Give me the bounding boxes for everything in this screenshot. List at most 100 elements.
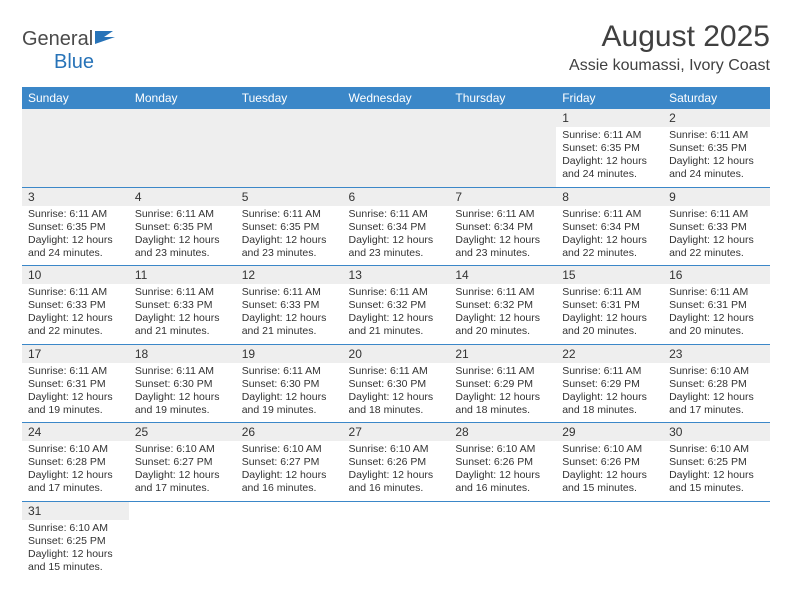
calendar-day-cell: 9Sunrise: 6:11 AMSunset: 6:33 PMDaylight…: [663, 187, 770, 266]
sunrise-line: Sunrise: 6:11 AM: [562, 208, 657, 221]
calendar-empty-cell: [236, 501, 343, 579]
sunset-line: Sunset: 6:27 PM: [135, 456, 230, 469]
calendar-day-cell: 15Sunrise: 6:11 AMSunset: 6:31 PMDayligh…: [556, 266, 663, 345]
day-number: 6: [343, 188, 450, 206]
day-number: 16: [663, 266, 770, 284]
sunrise-line: Sunrise: 6:10 AM: [28, 522, 123, 535]
calendar-day-cell: 19Sunrise: 6:11 AMSunset: 6:30 PMDayligh…: [236, 344, 343, 423]
sunrise-line: Sunrise: 6:11 AM: [562, 129, 657, 142]
sunrise-line: Sunrise: 6:11 AM: [669, 286, 764, 299]
calendar-day-cell: 23Sunrise: 6:10 AMSunset: 6:28 PMDayligh…: [663, 344, 770, 423]
sunset-line: Sunset: 6:30 PM: [135, 378, 230, 391]
weekday-header: Thursday: [449, 87, 556, 109]
calendar-table: SundayMondayTuesdayWednesdayThursdayFrid…: [22, 87, 770, 579]
day-number: 26: [236, 423, 343, 441]
day-number: 3: [22, 188, 129, 206]
day-number: 12: [236, 266, 343, 284]
calendar-day-cell: 21Sunrise: 6:11 AMSunset: 6:29 PMDayligh…: [449, 344, 556, 423]
sunrise-line: Sunrise: 6:11 AM: [135, 208, 230, 221]
calendar-day-cell: 7Sunrise: 6:11 AMSunset: 6:34 PMDaylight…: [449, 187, 556, 266]
daylight-line: Daylight: 12 hours and 21 minutes.: [135, 312, 230, 338]
calendar-empty-cell: [343, 501, 450, 579]
sunset-line: Sunset: 6:33 PM: [135, 299, 230, 312]
sunrise-line: Sunrise: 6:10 AM: [455, 443, 550, 456]
sunset-line: Sunset: 6:27 PM: [242, 456, 337, 469]
calendar-row: 10Sunrise: 6:11 AMSunset: 6:33 PMDayligh…: [22, 266, 770, 345]
sunset-line: Sunset: 6:30 PM: [349, 378, 444, 391]
sunrise-line: Sunrise: 6:11 AM: [349, 365, 444, 378]
calendar-day-cell: 29Sunrise: 6:10 AMSunset: 6:26 PMDayligh…: [556, 423, 663, 502]
weekday-header: Tuesday: [236, 87, 343, 109]
sunrise-line: Sunrise: 6:11 AM: [242, 286, 337, 299]
daylight-line: Daylight: 12 hours and 24 minutes.: [669, 155, 764, 181]
calendar-row: 17Sunrise: 6:11 AMSunset: 6:31 PMDayligh…: [22, 344, 770, 423]
calendar-day-cell: 26Sunrise: 6:10 AMSunset: 6:27 PMDayligh…: [236, 423, 343, 502]
day-number: 9: [663, 188, 770, 206]
logo: General Blue: [22, 20, 117, 74]
sunrise-line: Sunrise: 6:11 AM: [28, 286, 123, 299]
weekday-header: Friday: [556, 87, 663, 109]
sunset-line: Sunset: 6:31 PM: [28, 378, 123, 391]
day-number: 7: [449, 188, 556, 206]
calendar-day-cell: 31Sunrise: 6:10 AMSunset: 6:25 PMDayligh…: [22, 501, 129, 579]
daylight-line: Daylight: 12 hours and 17 minutes.: [28, 469, 123, 495]
day-number: 20: [343, 345, 450, 363]
day-number: 1: [556, 109, 663, 127]
sunrise-line: Sunrise: 6:11 AM: [242, 365, 337, 378]
sunrise-line: Sunrise: 6:10 AM: [349, 443, 444, 456]
sunset-line: Sunset: 6:29 PM: [455, 378, 550, 391]
daylight-line: Daylight: 12 hours and 19 minutes.: [242, 391, 337, 417]
sunrise-line: Sunrise: 6:11 AM: [455, 365, 550, 378]
day-number: 10: [22, 266, 129, 284]
sunset-line: Sunset: 6:33 PM: [28, 299, 123, 312]
sunrise-line: Sunrise: 6:10 AM: [669, 443, 764, 456]
day-number: 11: [129, 266, 236, 284]
daylight-line: Daylight: 12 hours and 19 minutes.: [135, 391, 230, 417]
calendar-day-cell: 14Sunrise: 6:11 AMSunset: 6:32 PMDayligh…: [449, 266, 556, 345]
calendar-day-cell: 1 Sunrise: 6:11 AMSunset: 6:35 PMDaylight…: [556, 109, 663, 187]
daylight-line: Daylight: 12 hours and 15 minutes.: [28, 548, 123, 574]
daylight-line: Daylight: 12 hours and 22 minutes.: [669, 234, 764, 260]
sunset-line: Sunset: 6:32 PM: [455, 299, 550, 312]
calendar-day-cell: 10Sunrise: 6:11 AMSunset: 6:33 PMDayligh…: [22, 266, 129, 345]
sunrise-line: Sunrise: 6:10 AM: [135, 443, 230, 456]
weekday-header: Monday: [129, 87, 236, 109]
daylight-line: Daylight: 12 hours and 18 minutes.: [349, 391, 444, 417]
daylight-line: Daylight: 12 hours and 15 minutes.: [562, 469, 657, 495]
sunrise-line: Sunrise: 6:11 AM: [349, 208, 444, 221]
calendar-empty-cell: [343, 109, 450, 187]
calendar-day-cell: 2Sunrise: 6:11 AMSunset: 6:35 PMDaylight…: [663, 109, 770, 187]
daylight-line: Daylight: 12 hours and 17 minutes.: [135, 469, 230, 495]
calendar-day-cell: 5Sunrise: 6:11 AMSunset: 6:35 PMDaylight…: [236, 187, 343, 266]
calendar-day-cell: 12Sunrise: 6:11 AMSunset: 6:33 PMDayligh…: [236, 266, 343, 345]
calendar-empty-cell: [236, 109, 343, 187]
sunrise-line: Sunrise: 6:11 AM: [135, 286, 230, 299]
sunset-line: Sunset: 6:35 PM: [669, 142, 764, 155]
calendar-day-cell: 24Sunrise: 6:10 AMSunset: 6:28 PMDayligh…: [22, 423, 129, 502]
calendar-empty-cell: [663, 501, 770, 579]
calendar-row: 31Sunrise: 6:10 AMSunset: 6:25 PMDayligh…: [22, 501, 770, 579]
daylight-line: Daylight: 12 hours and 24 minutes.: [562, 155, 657, 181]
sunset-line: Sunset: 6:29 PM: [562, 378, 657, 391]
day-number: 8: [556, 188, 663, 206]
daylight-line: Daylight: 12 hours and 18 minutes.: [562, 391, 657, 417]
calendar-empty-cell: [449, 109, 556, 187]
daylight-line: Daylight: 12 hours and 21 minutes.: [349, 312, 444, 338]
calendar-day-cell: 22Sunrise: 6:11 AMSunset: 6:29 PMDayligh…: [556, 344, 663, 423]
weekday-header-row: SundayMondayTuesdayWednesdayThursdayFrid…: [22, 87, 770, 109]
sunset-line: Sunset: 6:30 PM: [242, 378, 337, 391]
sunset-line: Sunset: 6:25 PM: [669, 456, 764, 469]
day-number: 23: [663, 345, 770, 363]
daylight-line: Daylight: 12 hours and 23 minutes.: [349, 234, 444, 260]
calendar-row: 3Sunrise: 6:11 AMSunset: 6:35 PMDaylight…: [22, 187, 770, 266]
weekday-header: Saturday: [663, 87, 770, 109]
day-number: 25: [129, 423, 236, 441]
calendar-day-cell: 18Sunrise: 6:11 AMSunset: 6:30 PMDayligh…: [129, 344, 236, 423]
sunrise-line: Sunrise: 6:11 AM: [669, 129, 764, 142]
daylight-line: Daylight: 12 hours and 22 minutes.: [562, 234, 657, 260]
sunset-line: Sunset: 6:35 PM: [562, 142, 657, 155]
calendar-row: 1Sunrise: 6:11 AMSunset: 6:35 PMDaylight…: [22, 109, 770, 187]
weekday-header: Wednesday: [343, 87, 450, 109]
sunset-line: Sunset: 6:28 PM: [28, 456, 123, 469]
logo-flag-icon: [95, 28, 117, 50]
